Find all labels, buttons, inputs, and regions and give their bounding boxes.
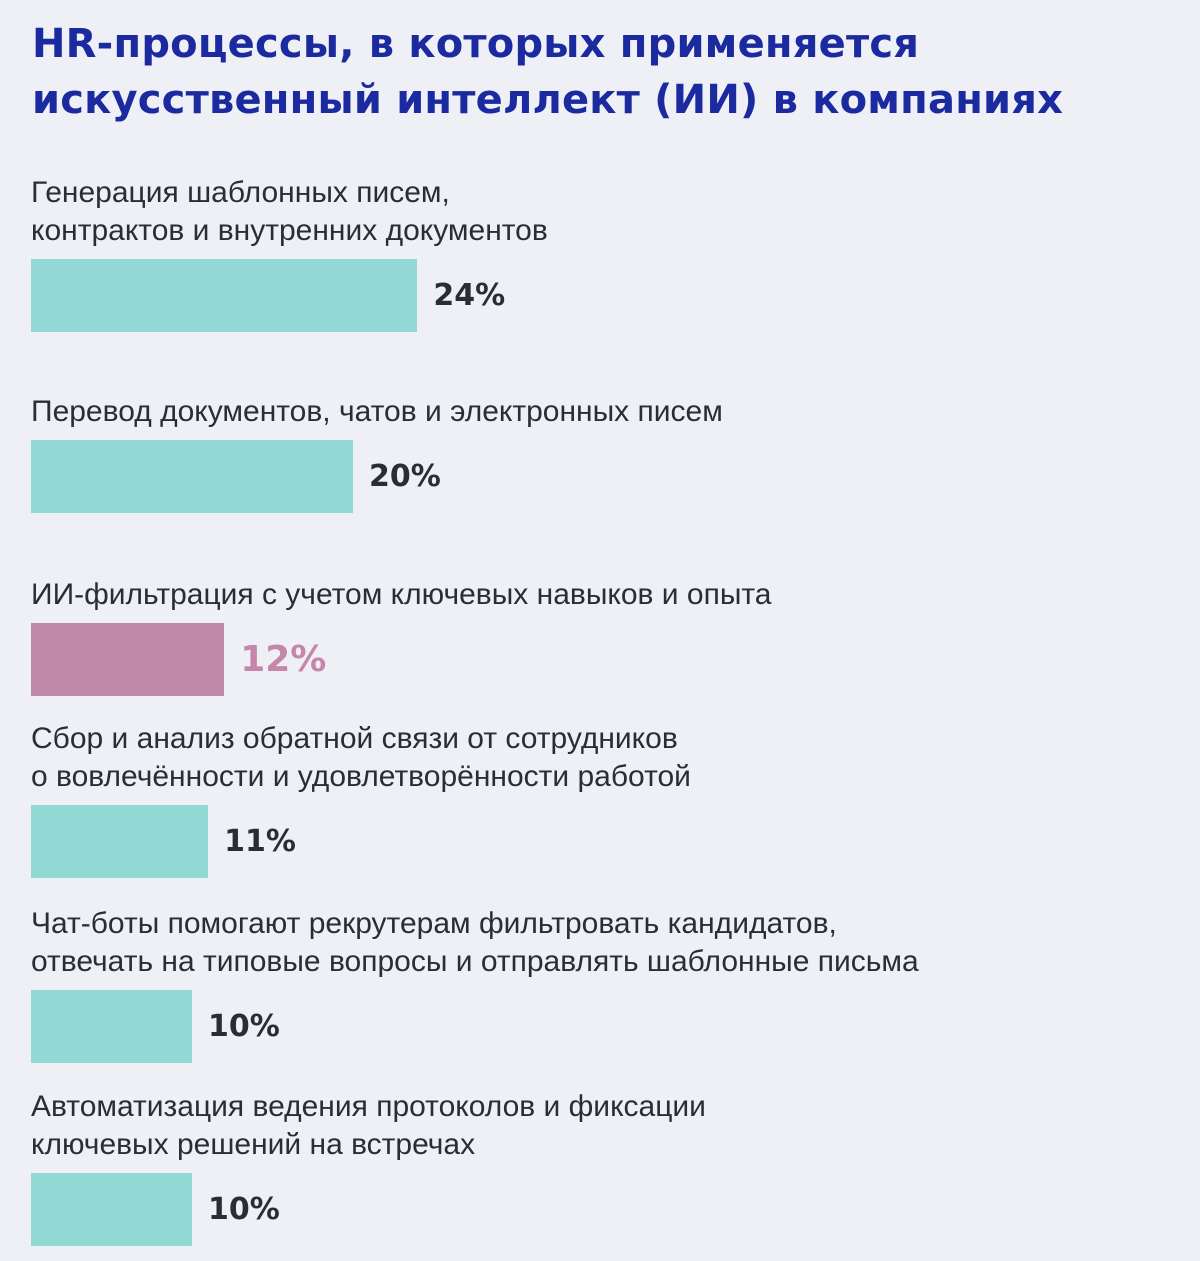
value-label: 10% (208, 1009, 280, 1044)
category-label: ИИ-фильтрация с учетом ключевых навыков … (31, 578, 772, 611)
value-label: 10% (208, 1192, 280, 1227)
value-label: 24% (433, 278, 506, 313)
value-label: 20% (369, 459, 441, 494)
category-label: Чат-боты помогают рекрутерам фильтровать… (31, 907, 919, 978)
bar (31, 805, 209, 878)
bar (31, 990, 192, 1063)
bar (31, 623, 225, 696)
category-label: Автоматизация ведения протоколов и фикса… (31, 1090, 706, 1161)
chart-title: HR-процессы, в которых применяется искус… (32, 21, 1064, 123)
bar (31, 1173, 192, 1246)
category-label: Сбор и анализ обратной связи от сотрудни… (31, 722, 691, 793)
category-label: Генерация шаблонных писем, контрактов и … (31, 176, 548, 247)
value-label: 11% (224, 824, 296, 859)
bar (31, 440, 353, 513)
value-label: 12% (240, 639, 327, 680)
category-label: Перевод документов, чатов и электронных … (31, 395, 723, 428)
bar (31, 259, 418, 332)
